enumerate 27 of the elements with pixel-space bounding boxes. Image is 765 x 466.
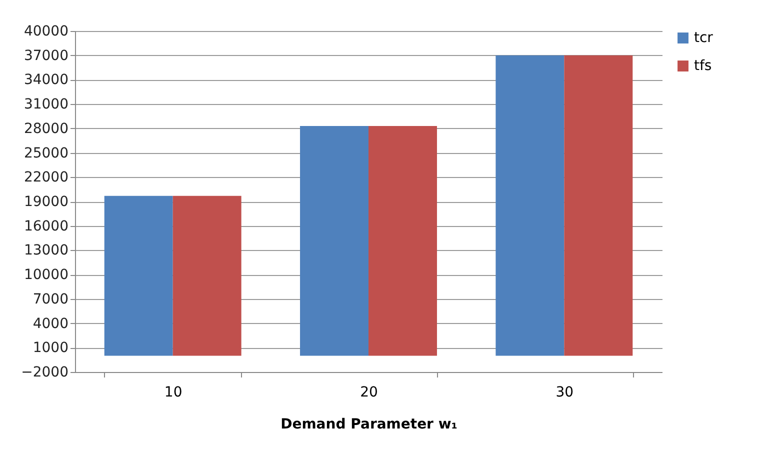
bar (300, 126, 368, 356)
bar (496, 55, 564, 356)
legend-label: tfs (694, 58, 712, 74)
y-tick-label: 40000 (24, 24, 68, 40)
y-tick-label: 4000 (32, 316, 68, 332)
y-tick-label: 10000 (24, 267, 68, 284)
y-tick-label: 16000 (24, 218, 68, 234)
x-tick-label: 30 (556, 384, 574, 400)
y-tick-label: −2000 (21, 364, 68, 380)
y-tick-label: 25000 (24, 145, 68, 162)
y-tick-label: 28000 (24, 120, 68, 137)
x-tick-label: 10 (164, 384, 182, 400)
x-tick-label: 20 (360, 384, 378, 400)
y-tick-label: 37000 (24, 48, 68, 64)
y-tick-label: 19000 (24, 194, 68, 210)
y-tick-label: 31000 (24, 96, 68, 113)
x-axis-title: Demand Parameter w₁ (280, 416, 458, 432)
bar (564, 55, 633, 356)
bar (172, 196, 242, 356)
bar (104, 196, 173, 356)
y-tick-label: 7000 (32, 291, 68, 308)
y-tick-label: 1000 (32, 340, 68, 356)
y-tick-label: 22000 (24, 170, 68, 186)
legend-label: tcr (694, 30, 714, 46)
bar (368, 126, 437, 356)
y-tick-label: 13000 (24, 242, 68, 259)
y-tick-label: 34000 (24, 72, 68, 88)
